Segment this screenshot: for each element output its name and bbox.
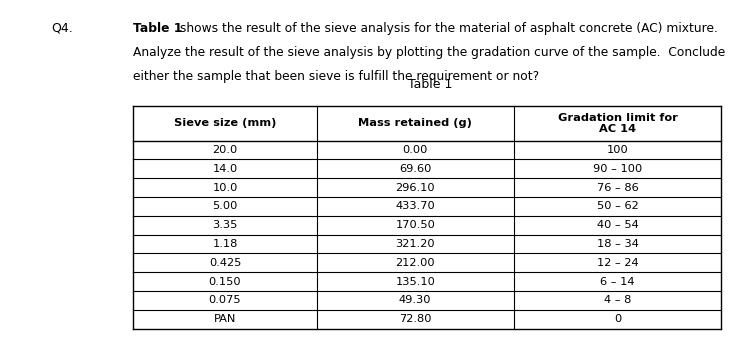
Text: Mass retained (g): Mass retained (g) [358,118,472,128]
Text: 76 – 86: 76 – 86 [597,183,638,193]
Text: 50 – 62: 50 – 62 [597,202,638,211]
Text: 49.30: 49.30 [399,296,431,305]
Text: 296.10: 296.10 [395,183,435,193]
Text: 10.0: 10.0 [212,183,237,193]
Text: 1.18: 1.18 [212,239,237,249]
Text: 4 – 8: 4 – 8 [604,296,631,305]
Text: 18 – 34: 18 – 34 [597,239,638,249]
Text: Gradation limit for
AC 14: Gradation limit for AC 14 [557,113,677,134]
Text: 433.70: 433.70 [395,202,435,211]
Text: 321.20: 321.20 [395,239,435,249]
Text: 6 – 14: 6 – 14 [600,277,635,286]
Text: 100: 100 [607,145,628,155]
Text: 40 – 54: 40 – 54 [597,220,638,230]
Text: Analyze the result of the sieve analysis by plotting the gradation curve of the : Analyze the result of the sieve analysis… [133,46,726,59]
Text: 3.35: 3.35 [212,220,237,230]
Text: 72.80: 72.80 [399,314,431,324]
Text: 170.50: 170.50 [395,220,435,230]
Text: either the sample that been sieve is fulfill the requirement or not?: either the sample that been sieve is ful… [133,70,539,84]
Text: 0.150: 0.150 [209,277,241,286]
Text: 90 – 100: 90 – 100 [593,164,642,174]
Text: 0.075: 0.075 [209,296,241,305]
Text: shows the result of the sieve analysis for the material of asphalt concrete (AC): shows the result of the sieve analysis f… [176,22,718,35]
Text: Table 1: Table 1 [408,78,453,91]
Text: 0.00: 0.00 [402,145,428,155]
Text: Q4.: Q4. [51,22,73,35]
Text: 212.00: 212.00 [395,258,435,268]
Text: 0: 0 [614,314,621,324]
Text: Table 1: Table 1 [133,22,183,35]
Text: 14.0: 14.0 [213,164,237,174]
Text: 69.60: 69.60 [399,164,431,174]
Text: 20.0: 20.0 [213,145,237,155]
Text: 0.425: 0.425 [209,258,241,268]
Text: 135.10: 135.10 [395,277,435,286]
Text: 12 – 24: 12 – 24 [597,258,638,268]
Text: PAN: PAN [213,314,236,324]
Text: 5.00: 5.00 [212,202,237,211]
Text: Sieve size (mm): Sieve size (mm) [174,118,276,128]
